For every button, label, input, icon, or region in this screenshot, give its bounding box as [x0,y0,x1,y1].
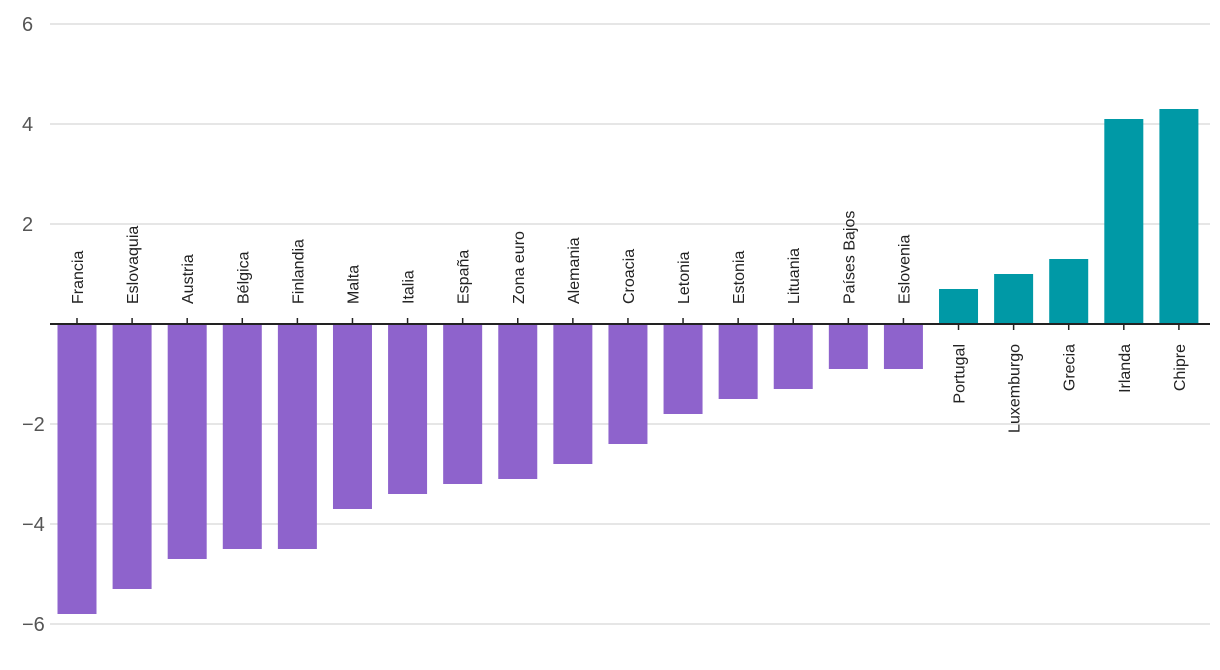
bar [57,324,97,614]
x-tick-label: Alemania [566,237,583,304]
bar [1049,259,1089,324]
bar [388,324,428,494]
bar [608,324,648,444]
x-tick-label: Bélgica [235,251,252,304]
bar [828,324,868,369]
x-tick-label: Croacia [621,249,638,304]
x-tick-label: Francia [70,251,87,304]
bar [939,289,979,324]
x-tick-label: Eslovaquia [125,226,142,304]
x-tick-label: Portugal [952,344,969,404]
bar [332,324,372,509]
x-tick-label: Zona euro [511,231,528,304]
bar [773,324,813,389]
x-tick-label: Luxemburgo [1007,344,1024,433]
y-tick-label: 6 [22,14,33,36]
bar [222,324,262,549]
y-tick-label: −6 [22,614,45,636]
x-tick-label: Eslovenia [896,235,913,304]
x-tick-label: Lituania [786,248,803,304]
x-tick-label: Finlandia [290,239,307,304]
bar [498,324,538,479]
bar [994,274,1034,324]
bars [57,109,1199,614]
bar [1104,119,1144,324]
y-axis-ticks: 6 4 2 −2 −4 −6 [22,14,45,636]
x-tick-label: Malta [345,265,362,304]
y-tick-label: −2 [22,414,45,436]
bar [112,324,152,589]
bar [718,324,758,399]
x-tick-label: España [456,250,473,304]
x-tick-label: Letonia [676,251,693,304]
x-tick-label: Chipre [1172,344,1189,391]
x-tick-label: Países Bajos [841,211,858,304]
y-tick-label: 2 [22,214,33,236]
x-tick-label: Italia [401,270,418,304]
bar [663,324,703,414]
x-tick-label: Austria [180,254,197,304]
bar [553,324,593,464]
bar [443,324,483,484]
y-tick-label: −4 [22,514,45,536]
bar [883,324,923,369]
x-tick-label: Estonia [731,251,748,304]
y-tick-label: 4 [22,114,33,136]
x-axis-labels: Francia Eslovaquia Austria Bélgica Finlandia… [70,211,1189,433]
x-tick-label: Grecia [1062,344,1079,391]
bar [277,324,317,549]
x-axis-ticks [76,318,1180,330]
x-tick-label: Irlanda [1117,344,1134,393]
bar [1159,109,1199,324]
bar [167,324,207,559]
